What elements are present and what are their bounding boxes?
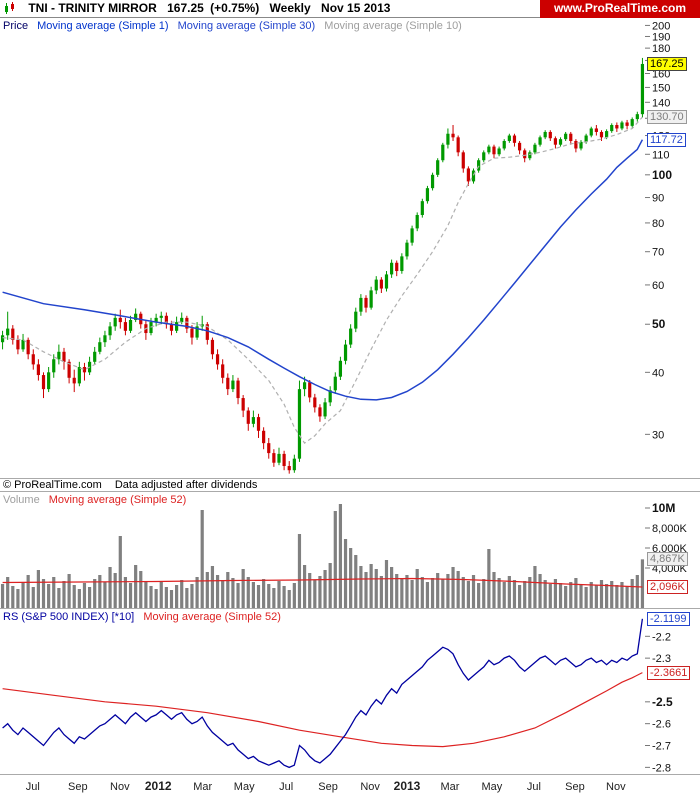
legend-ma-simple-30: Moving average (Simple 30) [177,20,316,32]
svg-text:6,000K: 6,000K [652,543,688,555]
x-axis-month-label: Nov [606,781,626,793]
ma10-line [2,116,643,444]
x-axis-year-label: 2013 [394,779,421,793]
rs-canvas[interactable]: -2.2 -2.3 -2.5 -2.6 -2.7 -2.8 [0,609,700,775]
dividends-note: Data adjusted after dividends [114,479,258,491]
volume-badge: 4,867K [647,552,688,567]
x-axis-month-label: Sep [68,781,88,793]
svg-text:150: 150 [652,82,670,94]
svg-text:-2.7: -2.7 [652,741,671,753]
svg-text:10M: 10M [652,501,675,515]
svg-text:60: 60 [652,280,664,292]
price-badge: 130.70 [647,110,687,125]
x-axis-month-label: Mar [193,781,212,793]
candlestick-icon [3,1,16,15]
svg-text:50: 50 [652,317,666,331]
svg-text:-2.5: -2.5 [652,695,673,709]
svg-text:180: 180 [652,43,670,55]
x-axis-month-label: Mar [441,781,460,793]
legend-price: Price [3,20,29,32]
candlestick-series [0,57,645,474]
svg-text:160: 160 [652,69,670,81]
price-badge: 167.25 [647,57,687,71]
svg-text:190: 190 [652,31,670,43]
x-axis-month-label: Sep [318,781,338,793]
date-label: Nov 15 2013 [321,1,391,15]
rs-badge: -2.3661 [647,665,691,680]
prorealtime-link[interactable]: www.ProRealTime.com [539,0,700,18]
volume-legend: Volume Moving average (Simple 52) [3,494,192,506]
volume-bars [0,504,645,608]
svg-text:90: 90 [652,193,664,205]
price-legend: Price Moving average (Simple 1) Moving a… [3,20,468,32]
svg-text:8,000K: 8,000K [652,523,688,535]
legend-volume-ma: Moving average (Simple 52) [48,494,187,506]
svg-text:100: 100 [652,168,672,182]
x-axis-month-label: May [234,781,255,793]
price-badge: 117.72 [647,132,686,147]
rs-legend: RS (S&P 500 INDEX) [*10] Moving average … [3,611,287,623]
legend-rs-ma: Moving average (Simple 52) [143,611,281,623]
x-axis-year-label: 2012 [145,779,172,793]
svg-text:80: 80 [652,218,664,230]
svg-text:200: 200 [652,20,670,32]
relative-strength-panel[interactable]: -2.2 -2.3 -2.5 -2.6 -2.7 -2.8 RS (S&P 500 IND… [0,609,700,775]
x-axis-month-label: Nov [110,781,130,793]
legend-ma-simple-1: Moving average (Simple 1) [37,20,169,32]
y-axis-ticks: 2001901801701601501401301201101009080706… [645,20,672,441]
header-bar: TNI - TRINITY MIRROR 167.25 (+0.75%) Wee… [0,0,700,18]
svg-text:-2.8: -2.8 [652,762,671,774]
timeframe-label: Weekly [269,1,311,15]
price-change: (+0.75%) [210,1,260,15]
svg-text:-2.2: -2.2 [652,631,671,643]
rs-line [2,618,644,769]
svg-text:-2.3: -2.3 [652,653,671,665]
svg-text:30: 30 [652,429,664,441]
svg-text:70: 70 [652,247,664,259]
legend-volume: Volume [3,494,40,506]
y-axis-ticks: -2.2 -2.3 -2.5 -2.6 -2.7 -2.8 [645,631,673,774]
volume-badge: 2,096K [647,580,688,594]
x-axis-month-label: Jul [279,781,293,793]
volume-panel[interactable]: 10M 8,000K 6,000K 4,000K Volume Moving aver… [0,492,700,609]
price-chart-panel[interactable]: 2001901801701601501401301201101009080706… [0,18,700,478]
svg-text:-2.6: -2.6 [652,719,671,731]
x-axis-month-label: May [482,781,503,793]
svg-text:40: 40 [652,367,664,379]
svg-text:110: 110 [652,149,670,161]
svg-text:140: 140 [652,97,670,109]
x-axis-month-label: Sep [565,781,585,793]
legend-ma-simple-10: Moving average (Simple 10) [324,20,462,32]
last-price: 167.25 [167,1,204,15]
copyright-bar: © ProRealTime.com Data adjusted after di… [0,478,700,492]
x-axis-month-label: Nov [360,781,380,793]
rs-ma-line [2,672,643,748]
x-axis: Jul Sep Nov 2012 Mar May Jul Sep Nov 2013 Mar May Ju… [26,779,626,793]
symbol-title: TNI - TRINITY MIRROR [28,1,157,15]
copyright-text: © ProRealTime.com [3,479,102,491]
ma30-line [2,139,644,401]
rs-badge: -2.1199 [647,611,690,626]
legend-rs: RS (S&P 500 INDEX) [*10] [3,611,135,623]
x-axis-month-label: Jul [26,781,40,793]
x-axis-month-label: Jul [527,781,541,793]
price-chart-canvas[interactable]: 2001901801701601501401301201101009080706… [0,18,700,478]
volume-ma-line [2,577,643,588]
